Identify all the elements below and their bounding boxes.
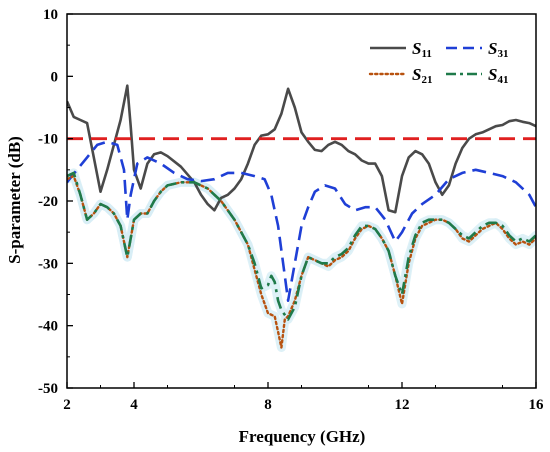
legend-label-s41: S41	[488, 65, 508, 86]
series-line-s21	[67, 174, 536, 349]
y-tick-label: -10	[38, 132, 58, 148]
series-line-s41	[67, 171, 536, 321]
x-tick-label: 12	[395, 397, 410, 413]
x-tick-label: 16	[529, 397, 545, 413]
x-axis-title: Frequency (GHz)	[239, 427, 366, 446]
series-line-s11	[67, 84, 536, 214]
legend-label-s11: S11	[412, 39, 432, 60]
y-tick-label: -30	[38, 256, 58, 272]
y-tick-label: -20	[38, 194, 58, 210]
series-halo-s41	[67, 168, 536, 324]
y-tick-label: 10	[43, 7, 58, 23]
y-tick-label: 0	[51, 69, 59, 85]
y-axis-title: S-parameter (dB)	[5, 136, 24, 264]
axes: 2 4 8 12 16 10 0 -10 -20 -30 -40 -50	[38, 7, 544, 413]
legend-label-s31: S31	[488, 39, 508, 60]
plot-series-group	[67, 84, 536, 352]
plot-area	[67, 84, 536, 352]
legend: S11 S31 S21 S41	[368, 39, 508, 86]
y-tick-label: -40	[38, 319, 58, 335]
plot-frame	[66, 13, 537, 389]
x-tick-label: 8	[264, 397, 272, 413]
x-tick-label: 2	[63, 397, 71, 413]
y-tick-label: -50	[38, 381, 58, 397]
x-tick-label: 4	[130, 397, 138, 413]
legend-label-s21: S21	[412, 65, 432, 86]
series-halo-s21	[67, 171, 536, 352]
